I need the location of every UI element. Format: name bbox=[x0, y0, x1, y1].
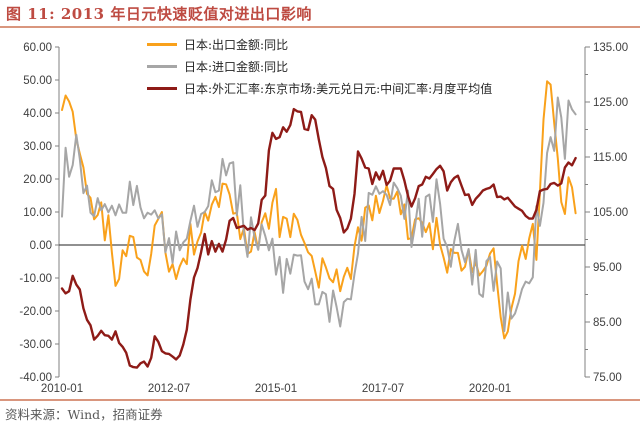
y-axis-right-label: 95.00 bbox=[593, 262, 622, 274]
export-line-swatch bbox=[147, 42, 177, 46]
y-axis-left-label: 10.00 bbox=[23, 207, 52, 219]
legend-item-export: 日本:出口金额:同比 bbox=[147, 33, 492, 55]
y-axis-right-label: 125.00 bbox=[593, 97, 628, 109]
bottom-rule bbox=[0, 399, 640, 401]
y-axis-left-label: 40.00 bbox=[23, 108, 52, 120]
legend-label-fx-rate: 日本:外汇汇率:东京市场:美元兑日元:中间汇率:月度平均值 bbox=[184, 81, 493, 96]
y-axis-left-label: -20.00 bbox=[19, 306, 52, 318]
y-axis-left-label: -10.00 bbox=[19, 273, 52, 285]
y-axis-right-label: 85.00 bbox=[593, 317, 622, 329]
usdjpy-rate-line bbox=[60, 107, 577, 369]
y-axis-left-label: 20.00 bbox=[23, 174, 52, 186]
import-yoy-line bbox=[61, 96, 577, 333]
y-axis-right-label: 75.00 bbox=[593, 372, 622, 384]
import-line-swatch bbox=[147, 64, 177, 68]
y-axis-right-label: 115.00 bbox=[593, 152, 627, 164]
x-axis-label: 2020-01 bbox=[469, 383, 511, 395]
export-yoy-line bbox=[61, 80, 577, 340]
x-axis-label: 2012-07 bbox=[148, 383, 190, 395]
legend-label-export: 日本:出口金额:同比 bbox=[184, 37, 289, 52]
y-axis-left-label: 0.00 bbox=[30, 240, 52, 252]
y-axis-right-label: 135.00 bbox=[593, 42, 628, 54]
title-rule bbox=[0, 26, 640, 28]
y-axis-right-label: 105.00 bbox=[593, 207, 628, 219]
figure-title: 图 11: 2013 年日元快速贬值对进出口影响 bbox=[6, 5, 312, 23]
legend-label-import: 日本:进口金额:同比 bbox=[184, 59, 289, 74]
chart-legend: 日本:出口金额:同比 日本:进口金额:同比 日本:外汇汇率:东京市场:美元兑日元… bbox=[147, 33, 492, 99]
x-axis-label: 2017-07 bbox=[362, 383, 404, 395]
x-axis-label: 2010-01 bbox=[41, 383, 83, 395]
y-axis-left-label: 60.00 bbox=[23, 42, 52, 54]
source-note: 资料来源：Wind，招商证券 bbox=[5, 407, 163, 422]
y-axis-left-label: -40.00 bbox=[19, 372, 52, 384]
y-axis-left-label: -30.00 bbox=[19, 339, 52, 351]
legend-item-fx-rate: 日本:外汇汇率:东京市场:美元兑日元:中间汇率:月度平均值 bbox=[147, 77, 492, 99]
legend-item-import: 日本:进口金额:同比 bbox=[147, 55, 492, 77]
y-axis-left-label: 30.00 bbox=[23, 141, 52, 153]
y-axis-left-label: 50.00 bbox=[23, 75, 52, 87]
x-axis-label: 2015-01 bbox=[255, 383, 297, 395]
fx-line-swatch bbox=[147, 86, 177, 90]
